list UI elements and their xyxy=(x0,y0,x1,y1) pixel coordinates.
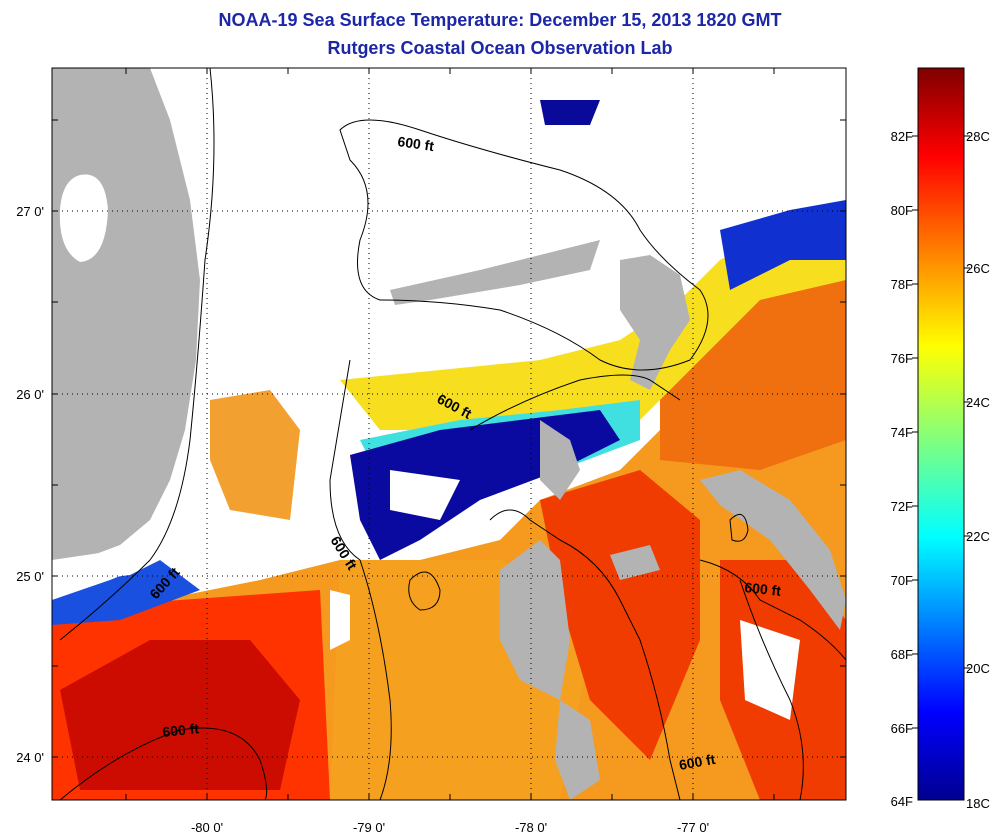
map-frame xyxy=(51,67,847,801)
cold-patch-north xyxy=(720,200,846,290)
grand-bahama xyxy=(390,240,600,305)
contour-600ft-strait xyxy=(329,359,392,800)
lon-label-77w: -77 0' xyxy=(677,820,709,835)
cloud-gap xyxy=(390,470,460,520)
colorbar-f-64: 64F xyxy=(891,794,913,809)
yellow-front xyxy=(340,210,846,440)
colorbar-f-72: 72F xyxy=(891,499,913,514)
contour-label-7: 600 ft xyxy=(678,751,717,773)
andros-north xyxy=(540,420,580,500)
colorbar-c-20: 20C xyxy=(966,661,990,676)
contour-600ft-tongue xyxy=(469,374,681,431)
colorbar-f-70: 70F xyxy=(891,573,913,588)
axis-ticks xyxy=(52,68,846,800)
colorbar-ticks xyxy=(912,135,970,729)
colorbar-f-74: 74F xyxy=(891,425,913,440)
lon-label-78w: -78 0' xyxy=(515,820,547,835)
contour-600ft-cay xyxy=(408,571,441,611)
andros-island xyxy=(500,540,570,700)
contour-600ft-bahama-bank xyxy=(339,119,709,371)
colorbar-f-76: 76F xyxy=(891,351,913,366)
map-title: NOAA-19 Sea Surface Temperature: Decembe… xyxy=(218,10,782,30)
contour-600ft-exuma xyxy=(729,513,749,542)
lake-okeechobee xyxy=(59,174,108,262)
colorbar-f-68: 68F xyxy=(891,647,913,662)
lon-label-79w: -79 0' xyxy=(353,820,385,835)
colorbar-c-24: 24C xyxy=(966,395,990,410)
map-subtitle: Rutgers Coastal Ocean Observation Lab xyxy=(327,38,673,58)
contour-600ft-eleuthera xyxy=(699,559,846,661)
sst-field xyxy=(52,68,846,800)
lat-label-24n: 24 0' xyxy=(16,750,44,765)
eleuthera xyxy=(700,470,846,630)
abaco xyxy=(620,255,690,390)
colorbar-f-80: 80F xyxy=(891,203,913,218)
colorbar-f-66: 66F xyxy=(891,721,913,736)
colorbar-c-26: 26C xyxy=(966,261,990,276)
colorbar-c-28: 28C xyxy=(966,129,990,144)
cold-patch-top xyxy=(540,100,600,125)
colorbar-c-22: 22C xyxy=(966,529,990,544)
hottest-water-region xyxy=(60,640,300,790)
colorbar-f-78: 78F xyxy=(891,277,913,292)
cloud-gap-2 xyxy=(330,590,350,650)
andros-south xyxy=(555,700,600,800)
contour-600ft-andros xyxy=(489,509,681,800)
lat-label-25n: 25 0' xyxy=(16,569,44,584)
colorbar xyxy=(917,67,965,801)
cloud-gap-3 xyxy=(740,620,800,720)
contour-600ft-south xyxy=(59,727,268,800)
contour-label-6: 600 ft xyxy=(162,720,200,740)
contour-label-1: 600 ft xyxy=(397,133,436,154)
contour-600ft-florida xyxy=(59,68,215,641)
warm-patch-west xyxy=(210,390,300,520)
florida-keys-cloud xyxy=(52,550,160,585)
lat-label-27n: 27 0' xyxy=(16,204,44,219)
lat-label-26n: 26 0' xyxy=(16,387,44,402)
colorbar-c-18: 18C xyxy=(966,796,990,811)
lon-label-80w: -80 0' xyxy=(191,820,223,835)
grid-lines xyxy=(52,68,846,800)
contour-label-5: 600 ft xyxy=(744,579,782,599)
contour-600ft-east xyxy=(739,579,804,800)
new-providence xyxy=(610,545,660,580)
colorbar-f-82: 82F xyxy=(891,129,913,144)
hot-water-patch xyxy=(540,470,700,760)
